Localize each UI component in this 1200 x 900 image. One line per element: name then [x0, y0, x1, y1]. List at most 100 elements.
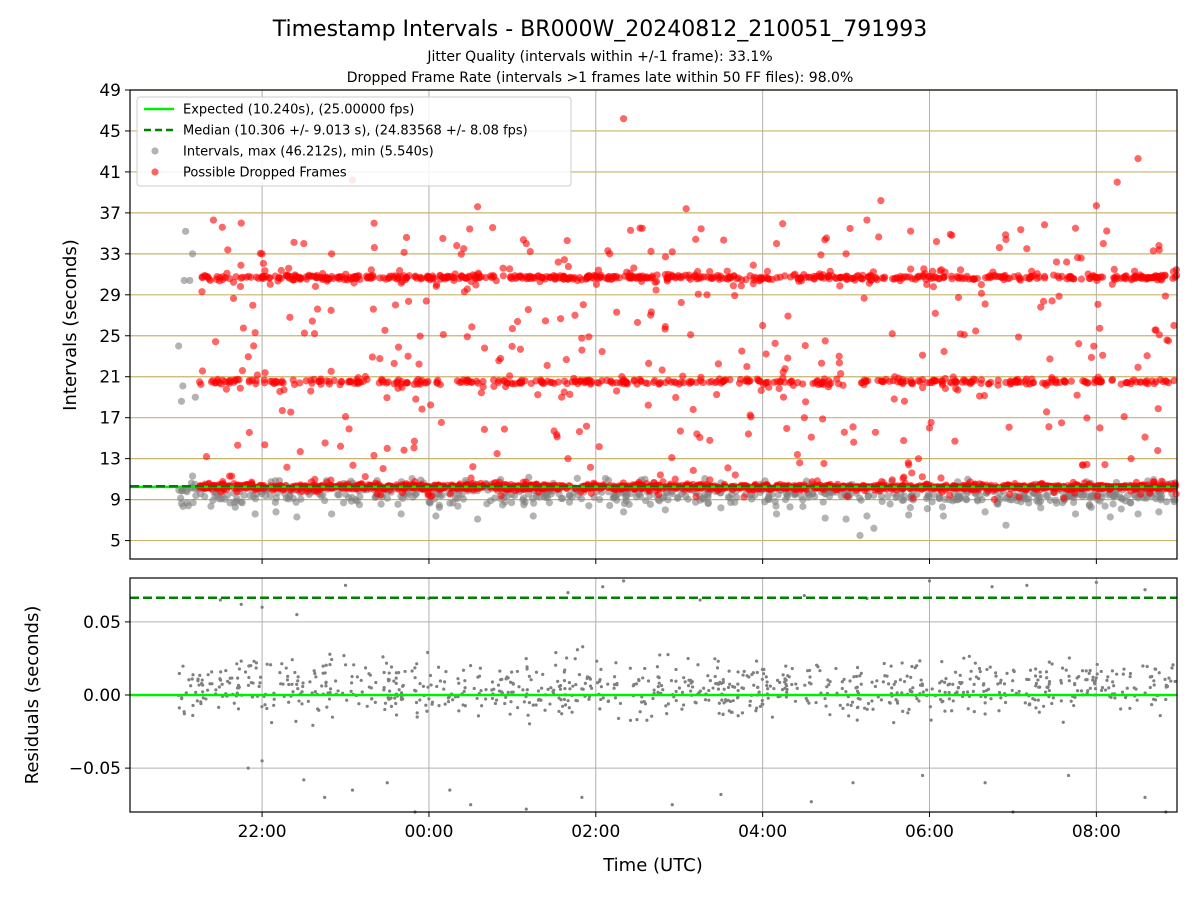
- dropped-frame-point: [302, 377, 310, 385]
- residual-point: [456, 677, 460, 681]
- residual-point: [1066, 773, 1071, 778]
- dropped-frame-point: [1046, 355, 1054, 363]
- dropped-frame-point: [613, 378, 621, 387]
- residual-point: [1113, 696, 1117, 700]
- residual-point: [614, 661, 618, 665]
- interval-point: [577, 495, 586, 503]
- dropped-frame-point: [296, 448, 304, 456]
- dropped-frame-point: [307, 387, 315, 395]
- residual-point: [1059, 699, 1063, 703]
- dropped-frame-point: [557, 315, 565, 323]
- bottom-ytick-label: 0.05: [83, 613, 121, 633]
- dropped-frame-point: [877, 377, 885, 385]
- interval-point: [328, 510, 336, 518]
- interval-point: [704, 493, 712, 501]
- residual-point: [257, 684, 261, 689]
- residual-point: [951, 682, 955, 686]
- dropped-frame-point: [404, 297, 413, 305]
- residual-point: [217, 685, 221, 689]
- residual-point: [1135, 698, 1139, 702]
- residual-point: [1084, 669, 1088, 673]
- dropped-frame-point: [308, 379, 316, 387]
- residual-point: [444, 669, 448, 674]
- dropped-frame-point: [421, 379, 429, 387]
- dropped-frame-point: [865, 279, 873, 287]
- dropped-frame-point: [626, 273, 634, 282]
- dropped-frame-point: [563, 379, 571, 388]
- residual-point: [268, 663, 273, 667]
- dropped-frame-point: [877, 196, 885, 205]
- residual-point: [794, 682, 798, 686]
- interval-point: [272, 508, 280, 516]
- residual-point: [713, 674, 717, 679]
- residual-point: [1107, 686, 1111, 690]
- residual-point: [494, 698, 499, 702]
- dropped-frame-point: [381, 326, 389, 334]
- residual-point: [795, 686, 799, 691]
- residual-point: [631, 684, 635, 688]
- dropped-frame-point: [1005, 423, 1013, 431]
- dropped-frame-point: [821, 337, 829, 345]
- residual-point: [807, 681, 811, 685]
- residual-point: [967, 654, 971, 658]
- dropped-frame-point: [508, 324, 516, 333]
- interval-point: [483, 500, 491, 508]
- residual-point: [1023, 701, 1027, 705]
- residual-point: [715, 681, 719, 686]
- dropped-frame-point: [724, 275, 732, 283]
- dropped-frame-point: [927, 418, 935, 427]
- residual-point: [197, 683, 201, 687]
- dropped-frame-point: [578, 334, 586, 342]
- dropped-frame-point: [289, 376, 297, 384]
- residual-point: [707, 688, 711, 693]
- dropped-frame-point: [564, 262, 572, 271]
- residual-point: [958, 673, 962, 677]
- dropped-frame-point: [345, 378, 353, 386]
- interval-point: [1052, 496, 1060, 504]
- interval-point: [856, 494, 864, 502]
- dropped-frame-point: [410, 380, 418, 389]
- residual-point: [195, 699, 199, 703]
- dropped-frame-point: [327, 367, 335, 375]
- residual-point: [682, 676, 686, 680]
- residual-point: [816, 665, 820, 669]
- residual-point: [637, 679, 641, 683]
- residual-point: [971, 689, 975, 694]
- residual-point: [748, 703, 752, 708]
- residual-point: [249, 680, 253, 685]
- interval-point: [1170, 498, 1178, 506]
- interval-point: [508, 499, 516, 507]
- dropped-frame-point: [310, 330, 319, 338]
- dropped-frame-point: [586, 463, 595, 471]
- residual-point: [718, 680, 722, 684]
- dropped-frame-point: [1057, 419, 1066, 427]
- residual-point: [601, 585, 605, 589]
- dropped-frame-point: [468, 378, 476, 387]
- residual-point: [716, 659, 720, 663]
- dropped-frame-point: [647, 308, 655, 316]
- dropped-frame-point: [743, 375, 751, 383]
- residual-point: [554, 651, 558, 655]
- legend-entry-label: Intervals, max (46.212s), min (5.540s): [183, 145, 434, 160]
- residual-point: [506, 690, 510, 694]
- residual-point: [563, 687, 567, 691]
- residual-point: [265, 662, 269, 666]
- residual-point: [590, 686, 594, 690]
- residual-point: [196, 677, 200, 681]
- dropped-frame-point: [390, 359, 398, 368]
- residual-point: [951, 699, 955, 703]
- residual-point: [360, 690, 364, 694]
- residual-point: [218, 598, 222, 602]
- residual-point: [1093, 679, 1097, 683]
- dropped-frame-point: [1157, 276, 1166, 284]
- dropped-frame-point: [400, 248, 408, 256]
- dropped-frame-point: [460, 245, 468, 253]
- residual-point: [1099, 688, 1104, 692]
- dropped-frame-point: [598, 347, 606, 356]
- residual-point: [983, 712, 987, 716]
- residual-point: [854, 674, 859, 678]
- residual-point: [1091, 678, 1095, 682]
- residual-point: [566, 699, 570, 703]
- residual-point: [805, 699, 809, 703]
- residual-point: [1091, 675, 1095, 679]
